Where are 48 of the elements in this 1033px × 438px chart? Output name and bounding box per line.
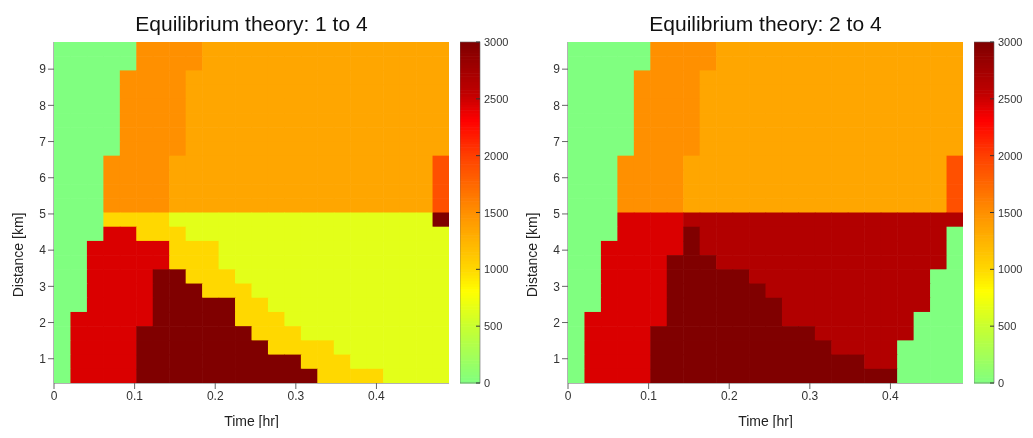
x-tick-label: 0 [564,388,572,403]
color-bar-label: 1500 [998,206,1023,219]
color-bar-label: 3000 [484,36,509,48]
y-tick-label: 7 [39,134,47,149]
x-tick-label: 0.4 [368,388,386,403]
y-tick-label: 3 [553,279,561,294]
y-axis-title: Distance [km] [523,212,540,298]
color-bar-label: 2500 [998,92,1023,105]
x-tick-label: 0.1 [126,388,144,403]
x-tick-label: 0.1 [640,388,658,403]
x-tick-label: 0 [50,388,58,403]
x-axis-title: Time [hr] [738,413,793,429]
chart-title: Equilibrium theory: 2 to 4 [648,12,883,36]
x-tick-label: 0.2 [720,388,738,403]
color-bar-label: 2500 [484,92,509,105]
x-tick-label: 0.2 [206,388,224,403]
y-tick-label: 2 [553,315,561,330]
y-tick-label: 6 [39,171,47,186]
x-tick-label: 0.3 [801,388,819,403]
color-bar-label: 1000 [998,263,1023,276]
y-tick-label: 2 [39,315,47,330]
x-tick-label: 0.4 [882,388,900,403]
y-tick-label: 8 [39,98,47,113]
color-bar-label: 2000 [484,149,509,162]
y-tick-label: 9 [39,62,47,77]
color-bar-label: 500 [484,320,503,333]
y-tick-label: 5 [553,207,561,222]
y-tick-label: 7 [553,134,561,149]
color-bar-label: 3000 [998,36,1023,48]
y-tick-label: 9 [553,62,561,77]
color-bar-label: 0 [998,377,1005,389]
y-axis-title: Distance [km] [9,212,26,298]
y-tick-label: 3 [39,279,47,294]
x-tick-label: 0.3 [287,388,305,403]
chart-title: Equilibrium theory: 1 to 4 [134,12,369,36]
y-tick-label: 1 [39,352,47,367]
y-tick-label: 6 [553,171,561,186]
y-tick-label: 5 [39,207,47,222]
y-tick-label: 4 [553,243,561,258]
color-bar-label: 1000 [484,263,509,276]
color-bar-label: 1500 [484,206,509,219]
color-bar-label: 500 [998,320,1017,333]
color-bar-label: 2000 [998,149,1023,162]
color-bar-label: 0 [484,377,491,389]
x-axis-title: Time [hr] [224,413,279,429]
y-tick-label: 1 [553,352,561,367]
y-tick-label: 8 [553,98,561,113]
y-tick-label: 4 [39,243,47,258]
